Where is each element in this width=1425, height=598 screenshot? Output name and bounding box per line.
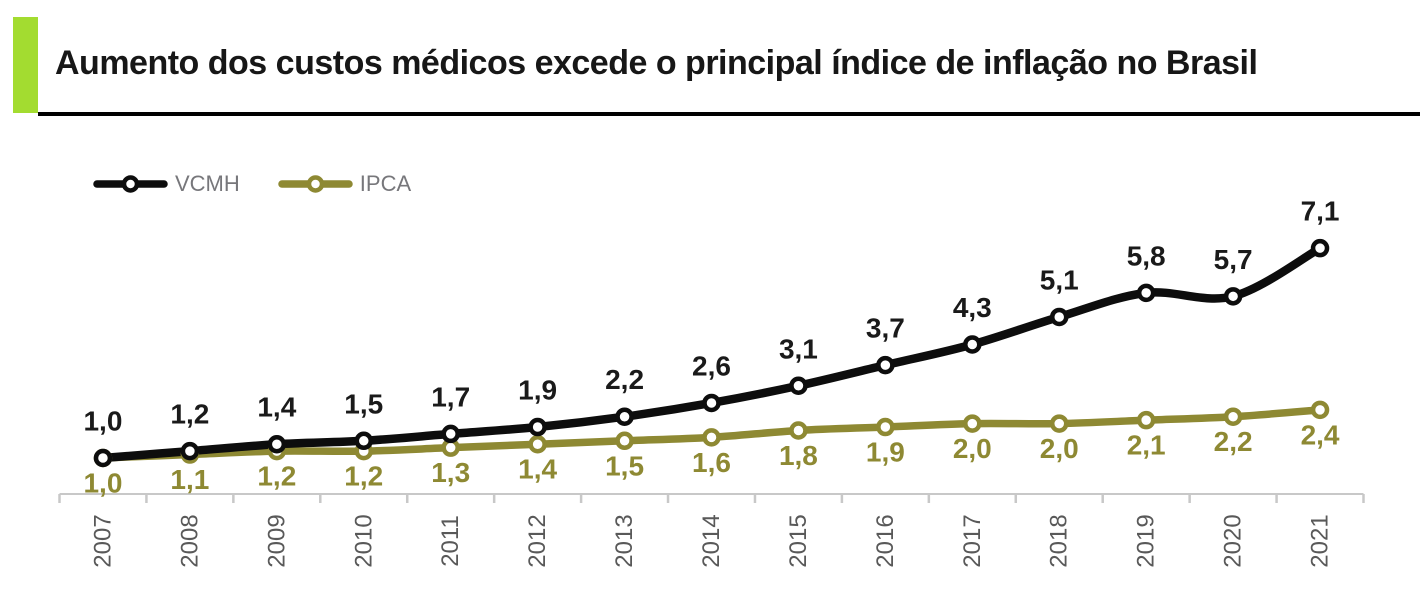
x-tick-label: 2007 <box>89 514 116 567</box>
vcmh-marker <box>876 355 895 375</box>
vcmh-data-label: 1,9 <box>518 375 557 406</box>
vcmh-data-label: 3,7 <box>866 313 905 344</box>
x-tick-label: 2008 <box>176 514 203 567</box>
vcmh-data-label: 5,7 <box>1214 244 1253 275</box>
x-tick-label: 2015 <box>785 514 812 567</box>
vcmh-marker <box>93 448 113 468</box>
vcmh-marker <box>267 434 287 454</box>
vcmh-data-label: 2,2 <box>605 364 644 395</box>
vcmh-marker <box>441 424 460 444</box>
vcmh-data-label: 1,7 <box>431 381 470 412</box>
legend-label-vcmh: VCMH <box>175 171 240 196</box>
ipca-marker <box>528 434 547 454</box>
ipca-marker <box>1136 410 1156 430</box>
vcmh-marker <box>789 376 808 396</box>
x-tick-label: 2019 <box>1133 514 1160 567</box>
ipca-marker <box>1310 400 1330 420</box>
vcmh-marker <box>528 417 547 437</box>
vcmh-data-label: 1,2 <box>170 399 209 430</box>
vcmh-data-label: 1,5 <box>344 388 383 419</box>
vcmh-data-label: 3,1 <box>779 333 818 364</box>
ipca-data-label: 1,1 <box>170 464 209 495</box>
vcmh-data-label: 5,8 <box>1127 240 1166 271</box>
legend-label-ipca: IPCA <box>359 171 412 196</box>
ipca-data-label: 2,0 <box>953 433 992 464</box>
title-accent-bar <box>13 17 38 113</box>
vcmh-data-label: 5,1 <box>1040 264 1079 295</box>
x-tick-label: 2014 <box>698 514 725 567</box>
legend: VCMH IPCA <box>93 172 411 196</box>
ipca-data-label: 1,5 <box>605 450 644 481</box>
ipca-data-label: 1,8 <box>779 440 818 471</box>
page-title: Aumento dos custos médicos excede o prin… <box>55 44 1258 82</box>
vcmh-legend-swatch <box>93 175 168 193</box>
vcmh-marker <box>1223 287 1243 306</box>
x-tick-label: 2010 <box>350 514 377 567</box>
ipca-data-label: 1,0 <box>83 468 122 499</box>
legend-item-vcmh: VCMH <box>93 172 240 196</box>
vcmh-marker <box>702 393 721 413</box>
title-underline <box>38 112 1420 116</box>
vcmh-marker <box>354 431 374 451</box>
ipca-data-label: 1,6 <box>692 447 731 478</box>
vcmh-marker <box>1136 283 1156 303</box>
ipca-marker <box>963 414 982 433</box>
x-tick-label: 2011 <box>437 515 464 567</box>
x-tick-label: 2021 <box>1307 514 1334 567</box>
ipca-marker <box>702 428 721 447</box>
vcmh-data-label: 2,6 <box>692 350 731 381</box>
x-tick-label: 2018 <box>1046 514 1073 567</box>
ipca-data-label: 2,2 <box>1214 426 1253 457</box>
x-tick-label: 2009 <box>263 514 290 567</box>
vcmh-marker <box>1049 307 1069 327</box>
x-tick-label: 2017 <box>959 514 986 567</box>
ipca-data-label: 1,2 <box>257 461 296 492</box>
ipca-data-label: 2,1 <box>1127 430 1166 461</box>
vcmh-data-label: 1,4 <box>257 392 296 423</box>
ipca-marker <box>1223 407 1243 426</box>
vcmh-data-label: 1,0 <box>83 406 122 437</box>
ipca-data-label: 1,3 <box>431 457 470 488</box>
legend-item-ipca: IPCA <box>278 172 411 196</box>
ipca-legend-swatch <box>278 175 353 193</box>
vcmh-marker <box>963 335 982 354</box>
ipca-data-label: 2,0 <box>1040 433 1079 464</box>
vcmh-data-label: 4,3 <box>953 292 992 323</box>
ipca-data-label: 1,9 <box>866 437 905 468</box>
vcmh-marker <box>180 441 200 461</box>
vcmh-marker <box>615 407 634 426</box>
ipca-marker <box>876 417 895 437</box>
ipca-data-label: 1,4 <box>518 454 557 485</box>
x-tick-label: 2016 <box>872 514 899 567</box>
ipca-marker <box>615 431 634 451</box>
vcmh-data-label: 7,1 <box>1301 196 1340 227</box>
ipca-data-label: 2,4 <box>1301 419 1340 450</box>
x-tick-label: 2012 <box>524 514 551 567</box>
ipca-marker <box>789 421 808 440</box>
ipca-marker <box>1049 414 1069 433</box>
x-tick-label: 2013 <box>611 514 638 567</box>
vcmh-marker <box>1310 238 1330 258</box>
ipca-data-label: 1,2 <box>344 461 383 492</box>
x-tick-label: 2020 <box>1220 514 1247 567</box>
